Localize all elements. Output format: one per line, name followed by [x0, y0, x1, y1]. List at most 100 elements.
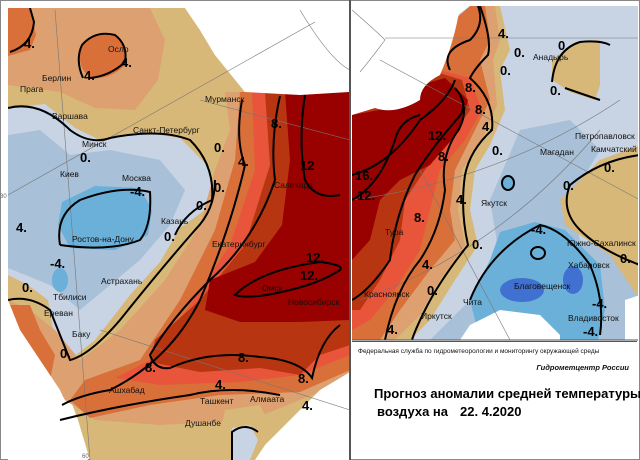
- city-label: Ростов-на-Дону: [72, 234, 135, 244]
- isoline-label: 12.: [357, 188, 375, 203]
- contour-line: [446, 6, 482, 71]
- isoline-label: 0.: [620, 251, 631, 266]
- zone-dark-red: [205, 92, 349, 322]
- isoline-label: 12: [300, 158, 314, 173]
- zone-tan-kamchatka: [560, 145, 638, 297]
- city-label: Ереван: [44, 308, 73, 318]
- isoline-label: -4.: [531, 222, 546, 237]
- isoline-label: 8.: [438, 149, 449, 164]
- white-right: [625, 295, 638, 340]
- isoline-label: 0.: [550, 83, 561, 98]
- city-label: Ташкент: [200, 396, 234, 406]
- isoline-label: 4.: [498, 26, 509, 41]
- contour-line: [61, 99, 247, 406]
- isoline-label: 4.: [84, 68, 95, 83]
- city-label: Берлин: [42, 73, 71, 83]
- meridian-line: [419, 169, 511, 340]
- left-map-panel: 30 60 Осло Берлин Прага Варшава Мурманск…: [0, 8, 349, 460]
- isoline-labels: 4. 4. 4. 0. 0. 0. 0. -4. -4. 0. 0. 8. 8.…: [16, 36, 324, 413]
- city-label: Мурманск: [205, 94, 245, 104]
- isoline-label: 12.: [306, 250, 324, 265]
- city-label: Омск: [262, 283, 283, 293]
- city-label: Москва: [122, 173, 151, 183]
- city-label: Душанбе: [185, 418, 221, 428]
- isoline-label: 12.: [300, 268, 318, 283]
- zone-blue-small: [52, 268, 68, 292]
- polar-circle-line: [352, 9, 386, 73]
- zone-orange-sw: [8, 305, 55, 380]
- contour-line: [58, 188, 152, 249]
- city-label: Ашхабад: [109, 385, 145, 395]
- zone-orange-oslo: [79, 33, 127, 79]
- isoline-label: 4.: [121, 55, 132, 70]
- contour-line: [352, 114, 421, 201]
- isoline-label: 0.: [604, 160, 615, 175]
- city-label: Новосибирск: [288, 297, 340, 307]
- meridian-line: [99, 329, 349, 410]
- agency-name: Федеральная служба по гидрометеорологии …: [358, 348, 600, 355]
- meridian-line: [54, 9, 91, 460]
- white-southeast: [255, 372, 349, 460]
- city-label: Южно-Сахалинск: [567, 238, 636, 248]
- contour-line: [352, 87, 465, 301]
- grid-label: 60: [82, 454, 89, 460]
- contour-line: [233, 260, 342, 298]
- zone-dark-red: [352, 78, 468, 260]
- isoline-label: 0.: [214, 140, 225, 155]
- zone-orange-nw: [8, 8, 36, 56]
- white-southwest: [8, 300, 88, 460]
- isoline-label: -4.: [592, 296, 607, 311]
- city-label: Благовещенск: [514, 281, 571, 291]
- parallel-line: [8, 21, 316, 196]
- contour-line: [530, 246, 546, 260]
- isoline-label: 4.: [16, 220, 27, 235]
- city-label: Минск: [82, 139, 107, 149]
- forecast-date: 22. 4.2020: [460, 404, 522, 419]
- contour-line: [59, 389, 281, 421]
- city-label: Тбилиси: [53, 292, 87, 302]
- city-label: Киев: [60, 169, 79, 179]
- isoline-label: 8.: [298, 371, 309, 386]
- contour-line: [231, 426, 259, 460]
- city-label: Варшава: [52, 111, 88, 121]
- isoline-label: 0.: [492, 143, 503, 158]
- contour-line: [384, 94, 465, 340]
- zone-dark-blue: [500, 278, 544, 302]
- isoline-label: 4.: [215, 377, 226, 392]
- white-arctic: [185, 8, 349, 95]
- contour-line: [9, 8, 36, 53]
- isoline-label: -4.: [583, 324, 598, 339]
- isoline-label: 12.: [428, 128, 446, 143]
- grid-label: 30: [0, 194, 7, 200]
- isoline-label: 4.: [482, 119, 493, 134]
- city-label: Чита: [463, 297, 482, 307]
- contour-line: [565, 154, 638, 266]
- isoline-label: 4.: [24, 36, 35, 51]
- city-label: Якутск: [481, 198, 507, 208]
- city-label: Санкт-Петербург: [133, 125, 200, 135]
- isoline-label: 0.: [514, 45, 525, 60]
- zone-bottom-blue: [232, 425, 258, 460]
- city-label: Петропавловск: [575, 131, 635, 141]
- isoline-label: 0.: [214, 180, 225, 195]
- isoline-label: 0.: [472, 237, 483, 252]
- center-name: Гидрометцентр России: [536, 363, 629, 372]
- contour-line: [469, 223, 603, 336]
- caption-box: Федеральная служба по гидрометеорологии …: [352, 341, 640, 459]
- city-labels: Анадырь Петропавловск Камчатский Магадан…: [364, 52, 637, 323]
- isoline-label: 0.: [427, 283, 438, 298]
- city-labels: Осло Берлин Прага Варшава Мурманск Санкт…: [20, 44, 340, 428]
- city-label: Баку: [72, 329, 91, 339]
- contour-line: [148, 95, 341, 381]
- city-label: Красноярск: [364, 289, 410, 299]
- isoline-label: 0.: [22, 280, 33, 295]
- isoline-label: 0.: [563, 178, 574, 193]
- contour-line: [411, 6, 494, 340]
- city-label: Алмаата: [250, 394, 285, 404]
- isoline-label: 0.: [558, 38, 569, 53]
- meridian-line: [379, 59, 638, 200]
- arctic-circle-line: [299, 9, 349, 70]
- zone-tan-anadyr: [552, 40, 600, 100]
- city-label: Осло: [108, 44, 129, 54]
- isoline-label: 4.: [422, 257, 433, 272]
